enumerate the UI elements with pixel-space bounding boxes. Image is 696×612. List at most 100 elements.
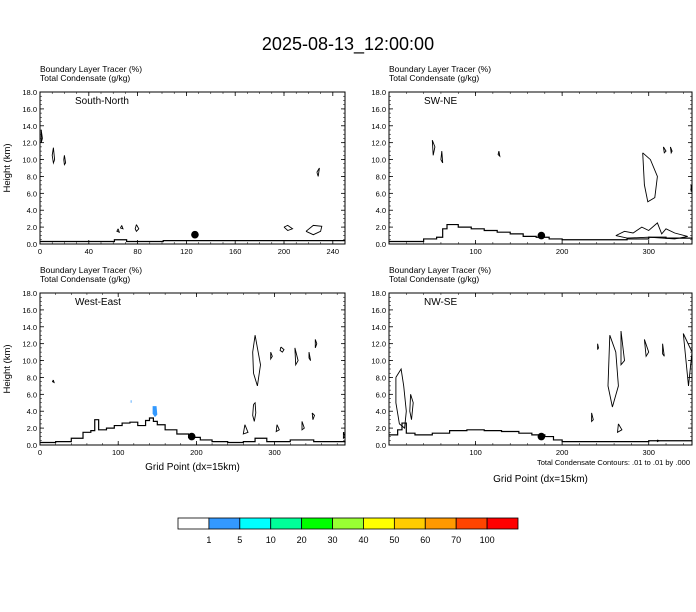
y-tick-label: 10.0 [22,156,37,165]
colorbar-label: 60 [420,535,430,545]
x-tick-label: 0 [38,448,42,457]
colorbar-swatch [208,517,241,530]
condensate-contour [311,412,316,420]
condensate-contour [620,330,625,367]
x-tick-label: 200 [556,247,569,256]
x-axis-label: Grid Point (dx=15km) [145,462,240,473]
plot-frame [388,292,693,446]
condensate-contour [409,394,414,420]
colorbar-swatch [363,517,395,530]
y-tick-label: 12.0 [22,139,37,148]
condensate-contour [607,335,619,408]
condensate-contour [497,150,501,158]
y-tick-label: 14.0 [22,323,37,332]
figure-title: 2025-08-13_12:00:00 [262,34,434,55]
y-tick-label: 10.0 [371,357,386,366]
y-tick-label: 12.0 [22,340,37,349]
y-tick-label: 12.0 [371,340,386,349]
terrain-line [389,223,693,243]
plot-frame [39,292,346,446]
x-tick-label: 300 [642,448,655,457]
condensate-contour [252,335,261,387]
y-tick-label: 0.0 [376,240,386,249]
field-label: Boundary Layer Tracer (%) [389,64,491,74]
condensate-contour [283,224,294,232]
y-tick-label: 2.0 [376,424,386,433]
condensate-contour [116,228,121,233]
x-tick-label: 300 [268,448,281,457]
y-axis-label: Height (km) [2,344,13,393]
y-tick-label: 18.0 [22,88,37,97]
colorbar-swatch [239,517,272,530]
y-tick-label: 4.0 [376,407,386,416]
x-tick-label: 80 [133,247,141,256]
y-tick-label: 6.0 [27,189,37,198]
y-tick-label: 2.0 [376,223,386,232]
y-tick-label: 0.0 [27,240,37,249]
condensate-contour [294,347,299,367]
plot-frame [39,91,346,245]
field-label: Boundary Layer Tracer (%) [40,265,142,275]
panel-label: South-North [75,96,129,107]
colorbar-label: 5 [237,535,242,545]
y-tick-label: 16.0 [371,105,386,114]
location-marker [537,432,546,441]
condensate-contour [40,129,43,143]
y-tick-label: 0.0 [376,441,386,450]
plot-frame [388,91,693,245]
x-tick-label: 200 [556,448,569,457]
y-tick-label: 6.0 [27,390,37,399]
x-tick-label: 0 [38,247,42,256]
panel-label: NW-SE [424,297,457,308]
terrain-line [389,422,692,443]
x-tick-label: 240 [327,247,340,256]
condensate-contour [395,367,407,429]
y-tick-label: 2.0 [27,424,37,433]
condensate-contour [314,339,318,349]
condensate-contour [51,379,55,384]
condensate-contour [643,339,650,358]
colorbar-label: 100 [480,535,495,545]
colorbar-label: 10 [266,535,276,545]
panels: Boundary Layer Tracer (%)Total Condensat… [2,64,693,485]
condensate-contour [119,225,124,230]
condensate-contour [591,412,594,423]
tracer-shading [152,406,158,418]
colorbar-swatch [455,517,488,530]
y-tick-label: 12.0 [371,139,386,148]
field-label: Total Condensate (g/kg) [40,73,130,83]
x-tick-label: 200 [190,448,203,457]
field-label: Total Condensate (g/kg) [389,274,479,284]
field-label: Boundary Layer Tracer (%) [40,64,142,74]
colorbar-label: 1 [206,535,211,545]
x-tick-label: 100 [112,448,125,457]
x-axis-label: Grid Point (dx=15km) [493,474,588,485]
tracer-shading [130,400,132,403]
colorbar-swatch [177,517,210,530]
condensate-contour [134,224,140,233]
contour-footnote: Total Condensate Contours: .01 to .01 by… [537,458,690,467]
location-marker [537,231,546,240]
colorbar: 1 5 10 20 30 40 50 60 70 100 [177,517,519,545]
field-label: Total Condensate (g/kg) [40,274,130,284]
terrain-line [40,239,345,243]
condensate-contour [316,167,320,177]
y-tick-label: 4.0 [27,407,37,416]
x-tick-label: 100 [469,448,482,457]
colorbar-swatch [270,517,303,530]
x-tick-label: 200 [278,247,291,256]
colorbar-label: 20 [297,535,307,545]
panel-sw-ne: Boundary Layer Tracer (%)Total Condensat… [371,64,693,256]
colorbar-swatch [393,517,426,530]
y-axis-label: Height (km) [2,143,13,192]
x-tick-label: 160 [229,247,242,256]
panel-label: West-East [75,297,121,308]
colorbar-swatch [424,517,457,530]
colorbar-label: 70 [451,535,461,545]
y-tick-label: 8.0 [27,172,37,181]
condensate-contour [279,346,285,353]
y-tick-label: 14.0 [22,122,37,131]
y-tick-label: 18.0 [371,88,386,97]
condensate-contour [662,146,667,154]
location-marker [187,432,196,441]
